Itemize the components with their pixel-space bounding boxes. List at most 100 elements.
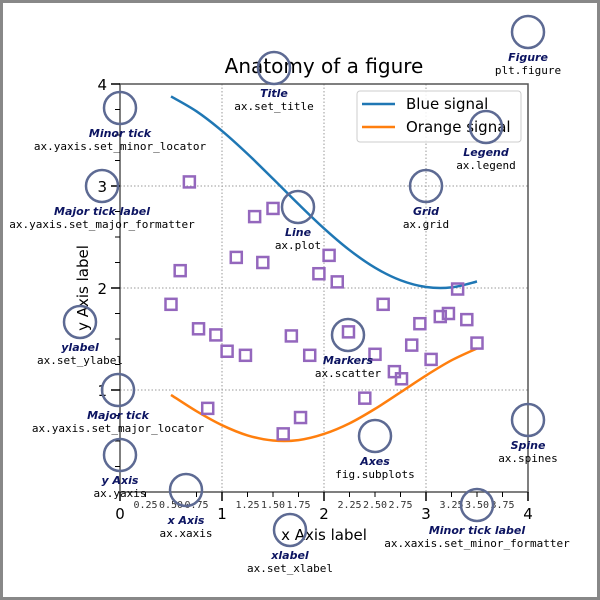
scatter-marker — [450, 282, 465, 296]
annotation-code: ax.set_xlabel — [247, 562, 333, 575]
annotation-name: Legend — [463, 146, 509, 159]
x-minor-tick-label: 0.50 — [159, 500, 183, 511]
annotation-name: y Axis — [102, 474, 139, 487]
scatter-marker — [209, 328, 223, 342]
annotation-name: Minor tick label — [429, 524, 526, 537]
annotation-name: x Axis — [167, 514, 205, 527]
annotation-circle — [102, 90, 138, 126]
scatter-marker — [413, 316, 427, 331]
annotation-name: Minor tick — [89, 127, 152, 140]
annotation-code: ax.spines — [498, 452, 558, 465]
axes-spines — [119, 83, 529, 493]
scatter-marker — [266, 201, 280, 216]
annotation-code: plt.figure — [495, 64, 561, 77]
x-major-tick-label: 2 — [319, 505, 329, 523]
scatter-marker — [276, 427, 290, 441]
annotation-name: Spine — [511, 439, 546, 452]
chart-title: Anatomy of a figure — [225, 54, 424, 78]
annotation-code: ax.plot — [275, 239, 321, 252]
annotation-circle — [357, 418, 393, 454]
x-major-tick-label: 3 — [421, 505, 431, 523]
scatter-marker — [164, 297, 178, 312]
x-minor-tick-label: 2.75 — [388, 500, 412, 511]
annotation-circle — [459, 487, 495, 523]
annotation-circle — [468, 109, 504, 145]
x-minor-tick-label: 1.75 — [286, 500, 310, 511]
annotation-circle — [84, 168, 120, 204]
x-minor-tick-label: 2.50 — [363, 500, 387, 511]
scatter-marker — [302, 348, 317, 363]
legend-label: Orange signal — [406, 118, 511, 136]
scatter-marker — [460, 312, 474, 327]
annotation-code: ax.xaxis.set_minor_formatter — [384, 537, 570, 550]
scatter-marker — [173, 263, 187, 278]
scatter-marker — [191, 322, 206, 336]
annotation-code: ax.grid — [403, 218, 449, 231]
annotation-code: ax.set_title — [234, 100, 313, 113]
x-major-tick-label: 1 — [217, 505, 227, 523]
annotation-name: xlabel — [270, 549, 309, 562]
annotation-circle — [408, 168, 444, 204]
series-line-0 — [170, 95, 478, 290]
x-minor-tick-label: 2.25 — [337, 500, 361, 511]
x-major-tick-label: 0 — [115, 505, 125, 523]
y-major-tick-label: 3 — [97, 178, 107, 196]
annotation-minor-tick-label: Minor tick labelax.xaxis.set_minor_forma… — [384, 487, 570, 550]
x-axis-label: x Axis label — [281, 526, 367, 544]
annotation-major-tick-label: Major tick labelax.yaxis.set_major_forma… — [9, 168, 195, 231]
annotation-circle — [280, 189, 316, 225]
scatter-marker — [441, 306, 456, 321]
scatter-marker — [247, 209, 262, 224]
x-minor-tick-label: 3.75 — [490, 500, 514, 511]
scatter-marker — [341, 325, 356, 339]
scatter-marker — [322, 248, 336, 263]
x-minor-tick-label: 3.50 — [465, 500, 489, 511]
annotation-circle — [102, 437, 138, 473]
legend-label: Blue signal — [406, 95, 488, 113]
scatter-marker — [200, 401, 215, 416]
scatter-marker — [394, 372, 409, 386]
scatter-marker — [312, 266, 326, 281]
annotation-code: ax.legend — [456, 159, 516, 172]
annotation-name: Markers — [323, 354, 374, 367]
annotation-code: ax.set_ylabel — [37, 354, 123, 367]
annotation-circle — [330, 317, 366, 353]
y-axis-label: y Axis label — [74, 245, 92, 331]
annotation-code: ax.xaxis — [160, 527, 213, 540]
annotation-code: ax.scatter — [315, 367, 382, 380]
scatter-marker — [376, 297, 390, 312]
y-major-tick-label: 2 — [97, 280, 107, 298]
annotation-circle — [510, 402, 546, 438]
x-minor-tick-label: 0.25 — [133, 500, 157, 511]
scatter-marker — [387, 364, 402, 379]
scatter-marker — [404, 338, 419, 352]
legend-frame — [356, 90, 522, 143]
y-major-tick-label: 4 — [97, 76, 107, 94]
annotation-name: ylabel — [61, 341, 99, 354]
scatter-marker — [470, 336, 484, 350]
annotation-name: Figure — [508, 51, 548, 64]
series-line-1 — [170, 347, 478, 443]
annotation-code: ax.yaxis.set_major_locator — [32, 422, 205, 435]
x-minor-tick-label: 3.25 — [439, 500, 463, 511]
scatter-marker — [433, 309, 448, 324]
scatter-marker — [238, 348, 253, 363]
scatter-marker — [284, 329, 299, 343]
annotation-code: fig.subplots — [335, 468, 414, 481]
scatter-marker — [182, 175, 197, 189]
scatter-marker — [368, 347, 382, 362]
annotation-name: Axes — [359, 455, 390, 468]
annotation-code: ax.yaxis — [94, 487, 147, 500]
annotation-code: ax.yaxis.set_minor_locator — [34, 140, 207, 153]
